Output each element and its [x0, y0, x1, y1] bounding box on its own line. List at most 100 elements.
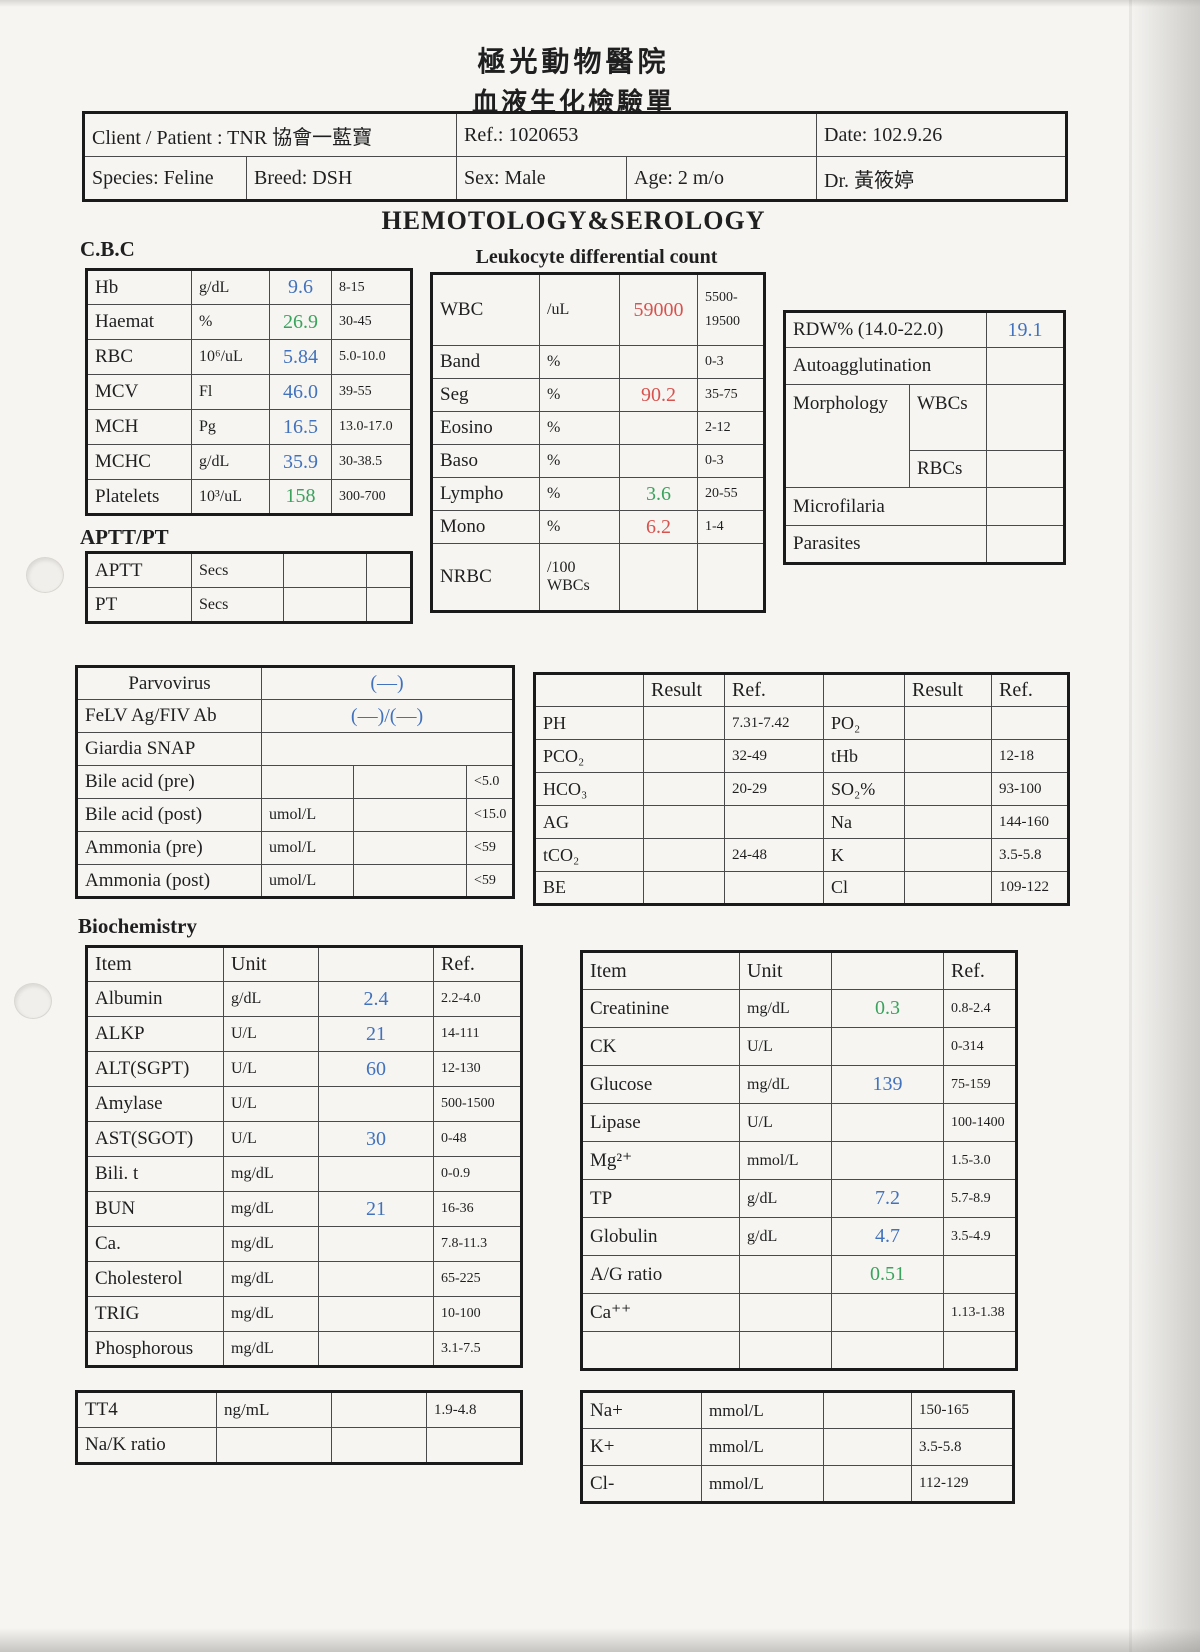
cbc-table: Hb g/dL 9.6 8-15 Haemat % 26.9 30-45 RBC…	[85, 268, 413, 516]
ref-range-cell: 0-314	[943, 1027, 1017, 1066]
unit-cell: %	[539, 378, 620, 412]
ref-cell-left: 20-29	[724, 772, 824, 806]
item-cell: Hb	[86, 269, 192, 305]
unit-cell: /100 WBCs	[539, 543, 620, 612]
hospital-name: 極光動物醫院	[477, 47, 670, 78]
value-cell	[823, 1465, 912, 1503]
unit-cell: /uL	[539, 273, 620, 346]
unit-cell: 10³/uL	[191, 479, 270, 515]
table-row: A/G ratio 0.51	[581, 1255, 1017, 1294]
empty-cell	[986, 347, 1066, 385]
param-cell-left: BE	[534, 871, 644, 905]
table-row: K+ mmol/L 3.5-5.8	[581, 1428, 1014, 1466]
ref-range-cell: 2-12	[697, 411, 765, 445]
table-row: NRBC /100 WBCs	[431, 543, 765, 612]
empty-cell	[986, 450, 1066, 488]
header-cell: Result	[643, 673, 725, 707]
scan-edge-shadow-right	[1128, 0, 1200, 1652]
param-cell-right: tHb	[823, 739, 905, 773]
unit-cell: U/L	[223, 1016, 319, 1052]
unit-cell: g/dL	[739, 1217, 832, 1256]
item-cell: A/G ratio	[581, 1255, 740, 1294]
unit-cell: g/dL	[739, 1179, 832, 1218]
table-row: Creatinine mg/dL 0.3 0.8-2.4	[581, 989, 1017, 1028]
ref-range-cell: 300-700	[331, 479, 412, 515]
value-cell	[831, 1293, 944, 1332]
item-cell: MCH	[86, 409, 192, 445]
value-cell	[831, 1141, 944, 1180]
item-cell: Cholesterol	[86, 1261, 224, 1297]
table-header-row: Item Unit Ref.	[86, 946, 522, 982]
autoagglutination-cell: Autoagglutination	[783, 347, 988, 385]
patient-info-table: Client / Patient : TNR 協會一藍寶 Ref.: 10206…	[82, 111, 1068, 202]
table-row: Hb g/dL 9.6 8-15	[86, 269, 412, 305]
ref-cell-left: 32-49	[724, 739, 824, 773]
result-cell-right	[904, 838, 992, 872]
unit-cell: %	[539, 510, 620, 544]
unit-cell: mg/dL	[739, 1065, 832, 1104]
ref-range-cell: 150-165	[911, 1391, 1014, 1429]
header-cell	[831, 951, 944, 990]
header-cell	[823, 673, 905, 707]
table-row: Glucose mg/dL 139 75-159	[581, 1065, 1017, 1104]
ref-range-cell: <59	[465, 864, 515, 898]
table-row: Client / Patient : TNR 協會一藍寶 Ref.: 10206…	[83, 112, 1067, 157]
table-row: Ca⁺⁺ 1.13-1.38	[581, 1293, 1017, 1332]
ref-cell-left	[724, 805, 824, 839]
table-row: RDW% (14.0-22.0) 19.1	[783, 311, 1066, 348]
header-cell: Unit	[739, 951, 832, 990]
item-cell: Lipase	[581, 1103, 740, 1142]
ref-range-cell: <59	[465, 831, 515, 865]
param-cell-left: PCO₂	[534, 739, 644, 773]
ref-range-cell: 0-48	[433, 1121, 522, 1157]
rdw-value-cell: 19.1	[986, 311, 1066, 348]
ref-range-cell: 500-1500	[433, 1086, 522, 1122]
item-cell: MCHC	[86, 444, 192, 480]
table-row: TRIG mg/dL 10-100	[86, 1296, 522, 1332]
table-row: Microfilaria	[783, 487, 1066, 526]
param-cell-right: K	[823, 838, 905, 872]
table-row: Mono % 6.2 1-4	[431, 510, 765, 544]
value-cell: 26.9	[269, 304, 332, 340]
result-cell-left	[643, 739, 725, 773]
item-cell: PT	[86, 587, 192, 623]
table-row: Globulin g/dL 4.7 3.5-4.9	[581, 1217, 1017, 1256]
table-row: Lipase U/L 100-1400	[581, 1103, 1017, 1142]
unit-cell: mmol/L	[701, 1428, 824, 1466]
item-cell: Band	[431, 345, 540, 379]
rdw-morphology-table: RDW% (14.0-22.0) 19.1 Autoagglutination …	[783, 310, 1067, 565]
ref-cell-left	[724, 871, 824, 905]
microfilaria-cell: Microfilaria	[783, 487, 988, 526]
item-cell: Ca⁺⁺	[581, 1293, 740, 1332]
table-row: Cl- mmol/L 112-129	[581, 1465, 1014, 1503]
test-name-cell: Parvovirus	[76, 666, 262, 700]
unit-cell: g/dL	[191, 444, 270, 480]
value-cell: 60	[318, 1051, 434, 1087]
empty-cell	[986, 384, 1066, 451]
electrolytes-table: Na+ mmol/L 150-165 K+ mmol/L 3.5-5.8 Cl-…	[580, 1390, 1015, 1504]
unit-cell: U/L	[739, 1103, 832, 1142]
table-row: FeLV Ag/FIV Ab (—)/(—)	[76, 699, 515, 733]
item-cell: MCV	[86, 374, 192, 410]
unit-cell: mmol/L	[701, 1465, 824, 1503]
ref-range-cell: 1.5-3.0	[943, 1141, 1017, 1180]
client-patient-cell: Client / Patient : TNR 協會一藍寶	[83, 112, 457, 157]
parasites-cell: Parasites	[783, 525, 988, 564]
value-cell	[619, 444, 698, 478]
value-cell: 0.3	[831, 989, 944, 1028]
biochemistry-label: Biochemistry	[78, 914, 197, 938]
value-cell: 3.6	[619, 477, 698, 511]
value-cell	[823, 1391, 912, 1429]
unit-cell: Secs	[191, 587, 284, 623]
table-row: Parvovirus (—)	[76, 666, 515, 700]
table-row: BE Cl 109-122	[534, 871, 1069, 905]
scan-edge-shadow-top	[0, 0, 1200, 7]
table-row: APTT Secs	[86, 552, 412, 588]
item-cell: CK	[581, 1027, 740, 1066]
ref-range-cell: 39-55	[331, 374, 412, 410]
ref-range-cell: 7.8-11.3	[433, 1226, 522, 1262]
empty-cell	[986, 487, 1066, 526]
unit-cell: mg/dL	[223, 1156, 319, 1192]
header-cell: Unit	[223, 946, 319, 982]
rbcs-cell: RBCs	[908, 450, 988, 488]
